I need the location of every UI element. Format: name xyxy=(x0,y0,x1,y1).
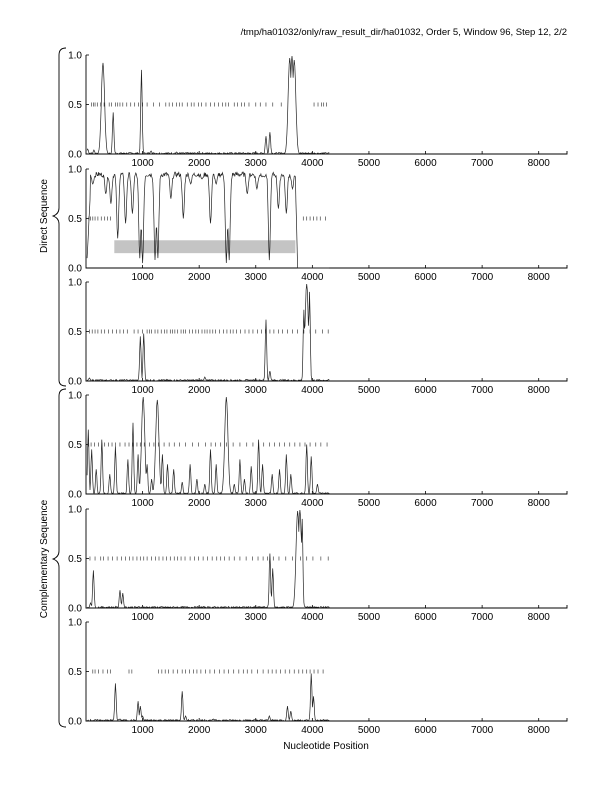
x-tick-label: 4000 xyxy=(301,498,324,509)
y-tick-label: 1.0 xyxy=(68,278,82,289)
y-tick-label: 1.0 xyxy=(68,391,82,402)
y-tick-label: 0.0 xyxy=(68,264,82,275)
x-tick-label: 7000 xyxy=(471,385,494,396)
x-tick-label: 2000 xyxy=(188,725,211,736)
y-tick-label: 0.0 xyxy=(68,490,82,501)
x-tick-label: 1000 xyxy=(131,272,154,283)
x-tick-label: 5000 xyxy=(358,612,381,623)
panel-frame xyxy=(85,509,568,609)
panel-6: 0.0 0.5 1.0 1000 2000 3000 4000 5000 6000 7000 800… xyxy=(68,618,568,736)
panel-5: 0.0 0.5 1.0 1000 2000 3000 4000 5000 6000 7000 800… xyxy=(68,505,568,623)
x-tick-label: 5000 xyxy=(358,498,381,509)
x-tick-label: 4000 xyxy=(301,158,324,169)
x-tick-label: 8000 xyxy=(528,498,551,509)
figure-title: /tmp/ha01032/only/raw_result_dir/ha01032… xyxy=(241,27,567,38)
x-tick-label: 5000 xyxy=(358,272,381,283)
x-tick-label: 3000 xyxy=(245,498,268,509)
x-tick-label: 6000 xyxy=(414,725,437,736)
x-tick-label: 2000 xyxy=(188,272,211,283)
x-tick-label: 1000 xyxy=(131,725,154,736)
x-tick-label: 3000 xyxy=(245,385,268,396)
y-tick-label: 0.5 xyxy=(68,214,82,225)
group-label-complementary: Complementary Sequence xyxy=(39,499,50,618)
y-tick-label: 0.0 xyxy=(68,377,82,388)
x-tick-label: 8000 xyxy=(528,612,551,623)
x-tick-label: 7000 xyxy=(471,612,494,623)
x-tick-label: 1000 xyxy=(131,612,154,623)
series-line xyxy=(86,55,330,155)
y-tick-label: 0.0 xyxy=(68,150,82,161)
x-tick-label: 8000 xyxy=(528,272,551,283)
x-tick-label: 5000 xyxy=(358,725,381,736)
x-tick-label: 1000 xyxy=(131,385,154,396)
y-tick-label: 1.0 xyxy=(68,165,82,176)
x-tick-label: 3000 xyxy=(245,158,268,169)
panel-3: 0.0 0.5 1.0 1000 2000 3000 4000 5000 6000 7000 800… xyxy=(68,278,568,396)
series-line xyxy=(86,509,330,609)
x-tick-label: 2000 xyxy=(188,385,211,396)
x-tick-label: 7000 xyxy=(471,725,494,736)
x-tick-label: 6000 xyxy=(414,498,437,509)
panels: 0.0 0.5 1.0 1000 2000 3000 4000 5000 6000 7000 800… xyxy=(68,51,568,736)
y-tick-label: 1.0 xyxy=(68,618,82,629)
x-tick-label: 8000 xyxy=(528,158,551,169)
y-tick-label: 1.0 xyxy=(68,505,82,516)
series-line xyxy=(86,673,330,722)
y-tick-label: 0.5 xyxy=(68,667,82,678)
x-tick-label: 1000 xyxy=(131,498,154,509)
group-brace-direct xyxy=(51,47,67,387)
x-tick-label: 4000 xyxy=(301,612,324,623)
x-tick-label: 6000 xyxy=(414,158,437,169)
x-tick-label: 5000 xyxy=(358,158,381,169)
y-tick-label: 0.0 xyxy=(68,717,82,728)
x-tick-label: 6000 xyxy=(414,272,437,283)
x-tick-label: 7000 xyxy=(471,272,494,283)
y-tick-label: 0.5 xyxy=(68,100,82,111)
x-tick-label: 7000 xyxy=(471,498,494,509)
shaded-region xyxy=(114,240,296,254)
group-label-direct: Direct Sequence xyxy=(39,179,50,253)
x-tick-label: 8000 xyxy=(528,725,551,736)
group-brace-complementary xyxy=(51,388,67,728)
y-tick-label: 0.5 xyxy=(68,327,82,338)
y-tick-label: 0.0 xyxy=(68,604,82,615)
series-line xyxy=(86,283,330,382)
x-tick-label: 4000 xyxy=(301,272,324,283)
x-tick-label: 4000 xyxy=(301,725,324,736)
y-tick-label: 0.5 xyxy=(68,554,82,565)
x-tick-label: 5000 xyxy=(358,385,381,396)
x-tick-label: 7000 xyxy=(471,158,494,169)
panel-1: 0.0 0.5 1.0 1000 2000 3000 4000 5000 6000 7000 800… xyxy=(68,51,568,169)
x-tick-label: 2000 xyxy=(188,612,211,623)
y-tick-label: 1.0 xyxy=(68,51,82,62)
x-tick-label: 3000 xyxy=(245,725,268,736)
x-tick-label: 2000 xyxy=(188,498,211,509)
y-tick-label: 0.5 xyxy=(68,440,82,451)
x-tick-label: 3000 xyxy=(245,612,268,623)
x-tick-label: 2000 xyxy=(188,158,211,169)
x-tick-label: 4000 xyxy=(301,385,324,396)
series-line xyxy=(86,171,330,269)
panel-2: 0.0 0.5 1.0 1000 2000 3000 4000 5000 6000 7000 800… xyxy=(68,165,568,283)
panel-4: 0.0 0.5 1.0 1000 2000 3000 4000 5000 6000 7000 800… xyxy=(68,391,568,509)
series-line xyxy=(86,396,330,495)
x-axis-title: Nucleotide Position xyxy=(283,741,369,752)
x-tick-label: 6000 xyxy=(414,385,437,396)
x-tick-label: 8000 xyxy=(528,385,551,396)
x-tick-label: 3000 xyxy=(245,272,268,283)
x-tick-label: 6000 xyxy=(414,612,437,623)
x-tick-label: 1000 xyxy=(131,158,154,169)
